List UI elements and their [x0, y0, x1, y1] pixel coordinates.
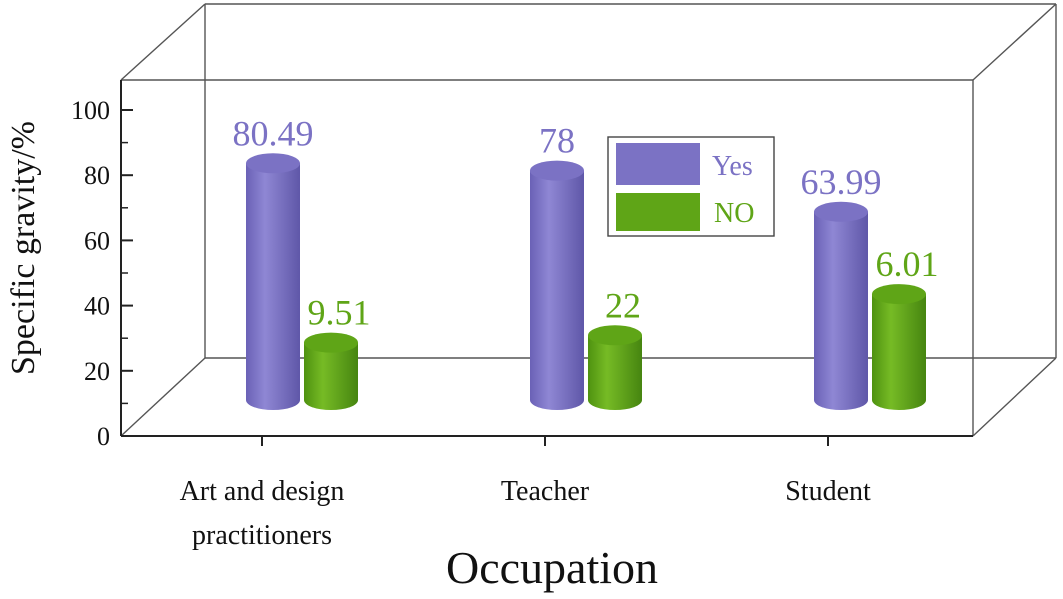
bar-cap [814, 201, 868, 222]
bar-no-2 [872, 284, 926, 410]
x-ticks [261, 436, 829, 446]
y-tick-label: 80 [84, 161, 110, 190]
legend-swatch-no [616, 193, 700, 231]
y-tick-label: 0 [97, 422, 110, 451]
y-tick-label: 60 [84, 226, 110, 255]
bar-cap [246, 153, 300, 174]
frame-diag-top-left [120, 3, 206, 81]
data-labels: 80.49 78 63.99 9.51 22 6.01 [233, 113, 939, 332]
x-axis-label: Occupation [446, 542, 658, 593]
bar-cap [304, 332, 358, 353]
legend-label-yes: Yes [712, 151, 753, 182]
y-tick-label: 20 [84, 357, 110, 386]
y-ticks: 0 20 40 60 80 100 [71, 96, 133, 451]
bars [246, 153, 926, 410]
frame-diag-top-right [972, 3, 1057, 81]
data-label: 9.51 [308, 293, 371, 333]
bar-body [246, 163, 300, 410]
data-label: 6.01 [876, 244, 939, 284]
category-label: Teacher [501, 476, 590, 507]
bar-yes-0 [246, 153, 300, 410]
category-label: Student [785, 476, 871, 507]
bar-body [530, 170, 584, 410]
bar-body [588, 335, 642, 410]
data-label: 22 [605, 285, 641, 325]
data-label: 63.99 [801, 162, 882, 202]
data-label: 80.49 [233, 113, 314, 153]
bar-body [814, 211, 868, 410]
bar-cap [872, 284, 926, 305]
category-label: practitioners [192, 520, 332, 551]
frame-diag-bottom-left [120, 357, 206, 437]
bar-cap [530, 160, 584, 181]
category-labels: Art and design practitioners Teacher Studen… [180, 476, 871, 551]
bar-no-1 [588, 325, 642, 410]
bar-yes-1 [530, 160, 584, 410]
y-axis-label: Specific gravity/% [5, 121, 42, 375]
legend-swatch-yes [616, 143, 700, 185]
data-label: 78 [539, 121, 575, 161]
frame-diag-bottom-right [972, 357, 1057, 437]
legend: Yes NO [607, 136, 775, 237]
y-tick-label: 40 [84, 292, 110, 321]
category-label: Art and design [180, 476, 345, 507]
bar-body [304, 342, 358, 410]
bar-body [872, 294, 926, 410]
bar-yes-2 [814, 201, 868, 410]
bar-no-0 [304, 332, 358, 410]
legend-label-no: NO [714, 198, 754, 229]
bar-cap [588, 325, 642, 346]
y-tick-label: 100 [71, 96, 110, 125]
